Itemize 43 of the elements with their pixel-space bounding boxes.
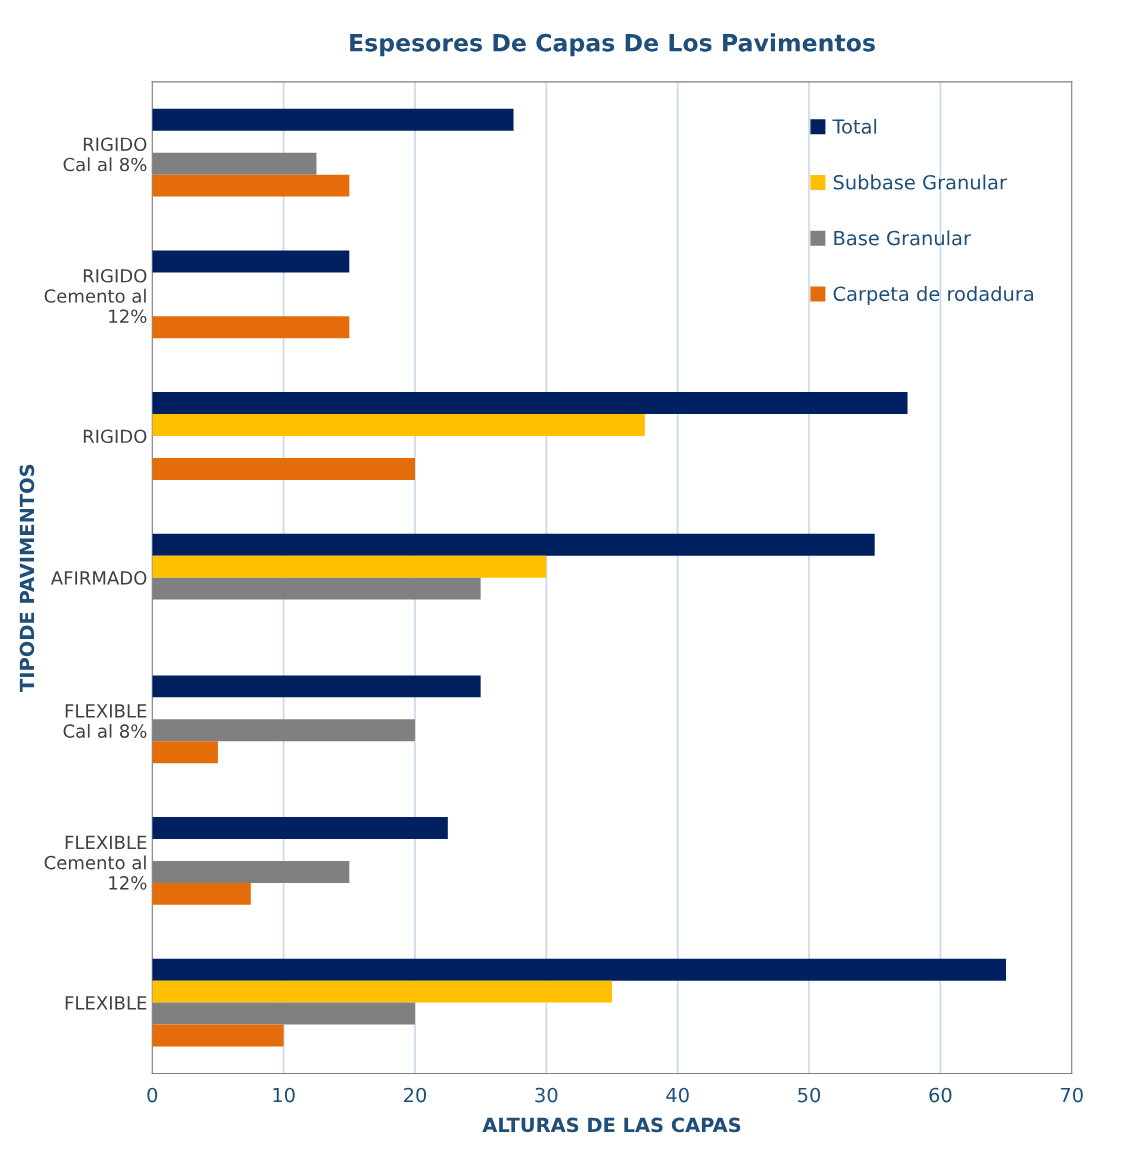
bar bbox=[152, 980, 612, 1003]
x-axis-title: ALTURAS DE LAS CAPAS bbox=[482, 1117, 741, 1133]
bar bbox=[152, 577, 481, 600]
y-tick-label: AFIRMADO bbox=[50, 571, 147, 585]
x-tick-label: 60 bbox=[929, 1087, 952, 1103]
y-tick-label: FLEXIBLE Cemento al 12% bbox=[44, 835, 147, 890]
bar bbox=[152, 1024, 284, 1047]
bar bbox=[152, 958, 1007, 981]
legend-label: Base Granular bbox=[834, 230, 971, 246]
bar bbox=[152, 392, 908, 415]
bar bbox=[152, 860, 350, 883]
bar bbox=[152, 316, 350, 339]
bar bbox=[152, 152, 317, 175]
y-tick-label: RIGIDO bbox=[83, 429, 147, 444]
x-tick-label: 50 bbox=[798, 1087, 821, 1103]
bar bbox=[152, 250, 350, 273]
bar bbox=[152, 1002, 415, 1025]
bar bbox=[152, 108, 514, 131]
bar bbox=[152, 719, 415, 742]
bar bbox=[152, 414, 645, 436]
bar bbox=[152, 457, 415, 480]
x-tick-label: 10 bbox=[273, 1087, 295, 1103]
bar bbox=[152, 675, 481, 698]
y-tick-label: FLEXIBLE bbox=[65, 996, 147, 1010]
chart-title: Espesores De Capas De Los Pavimentos bbox=[350, 33, 875, 57]
x-tick-label: 40 bbox=[666, 1087, 689, 1103]
y-tick-label: FLEXIBLE Cal al 8% bbox=[63, 704, 147, 738]
y-tick-label: RIGIDO Cal al 8% bbox=[63, 137, 147, 172]
bar bbox=[152, 174, 350, 197]
bar bbox=[152, 741, 218, 764]
legend-label: Carpeta de rodadura bbox=[833, 286, 1033, 305]
x-tick-label: 0 bbox=[147, 1087, 158, 1103]
y-axis-title: TIPODE PAVIMENTOS bbox=[19, 464, 35, 692]
x-tick-label: 70 bbox=[1060, 1087, 1083, 1103]
legend-label: Subbase Granular bbox=[833, 174, 1007, 190]
y-tick-label: RIGIDO Cemento al 12% bbox=[44, 268, 147, 324]
x-tick-label: 30 bbox=[535, 1087, 558, 1103]
bar bbox=[152, 882, 251, 905]
x-tick-label: 20 bbox=[404, 1087, 427, 1103]
bar bbox=[152, 555, 547, 578]
bar bbox=[152, 533, 875, 556]
legend-label: Total bbox=[832, 118, 877, 134]
bar bbox=[152, 817, 448, 840]
